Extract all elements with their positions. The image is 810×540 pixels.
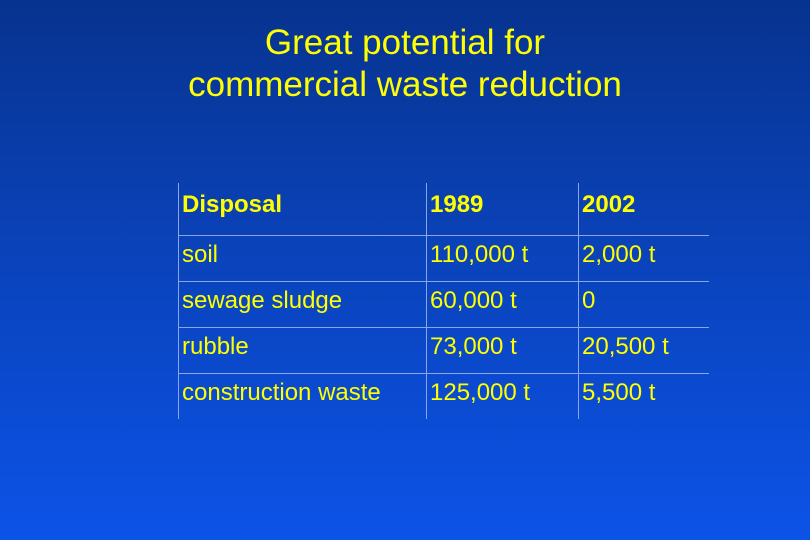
- cell-2002: 0: [578, 280, 709, 327]
- header-disposal: Disposal: [178, 183, 427, 235]
- table-row: soil 110,000 t 2,000 t: [178, 234, 709, 281]
- cell-2002: 5,500 t: [578, 372, 709, 419]
- cell-disposal: soil: [178, 234, 427, 281]
- slide-title: Great potential for commercial waste red…: [0, 22, 810, 106]
- cell-1989: 73,000 t: [426, 326, 579, 373]
- table-row: rubble 73,000 t 20,500 t: [178, 326, 709, 373]
- slide-title-line-1: Great potential for: [264, 23, 546, 62]
- cell-1989: 125,000 t: [426, 372, 579, 419]
- table-header-row: Disposal 1989 2002: [178, 183, 709, 235]
- cell-disposal: rubble: [178, 326, 427, 373]
- cell-disposal: construction waste: [178, 372, 427, 419]
- header-1989: 1989: [426, 183, 579, 235]
- header-2002: 2002: [582, 191, 636, 218]
- cell-2002: 20,500 t: [578, 326, 709, 373]
- cell-1989: 60,000 t: [426, 280, 579, 327]
- slide-title-line-2: commercial waste reduction: [188, 65, 622, 104]
- cell-2002: 2,000 t: [578, 234, 709, 281]
- table-row: construction waste 125,000 t 5,500 t: [178, 372, 709, 419]
- cell-1989: 110,000 t: [426, 234, 579, 281]
- disposal-table: Disposal 1989 2002 soil 110,000 t 2,000 …: [178, 183, 709, 419]
- cell-disposal: sewage sludge: [178, 280, 427, 327]
- table-row: sewage sludge 60,000 t 0: [178, 280, 709, 327]
